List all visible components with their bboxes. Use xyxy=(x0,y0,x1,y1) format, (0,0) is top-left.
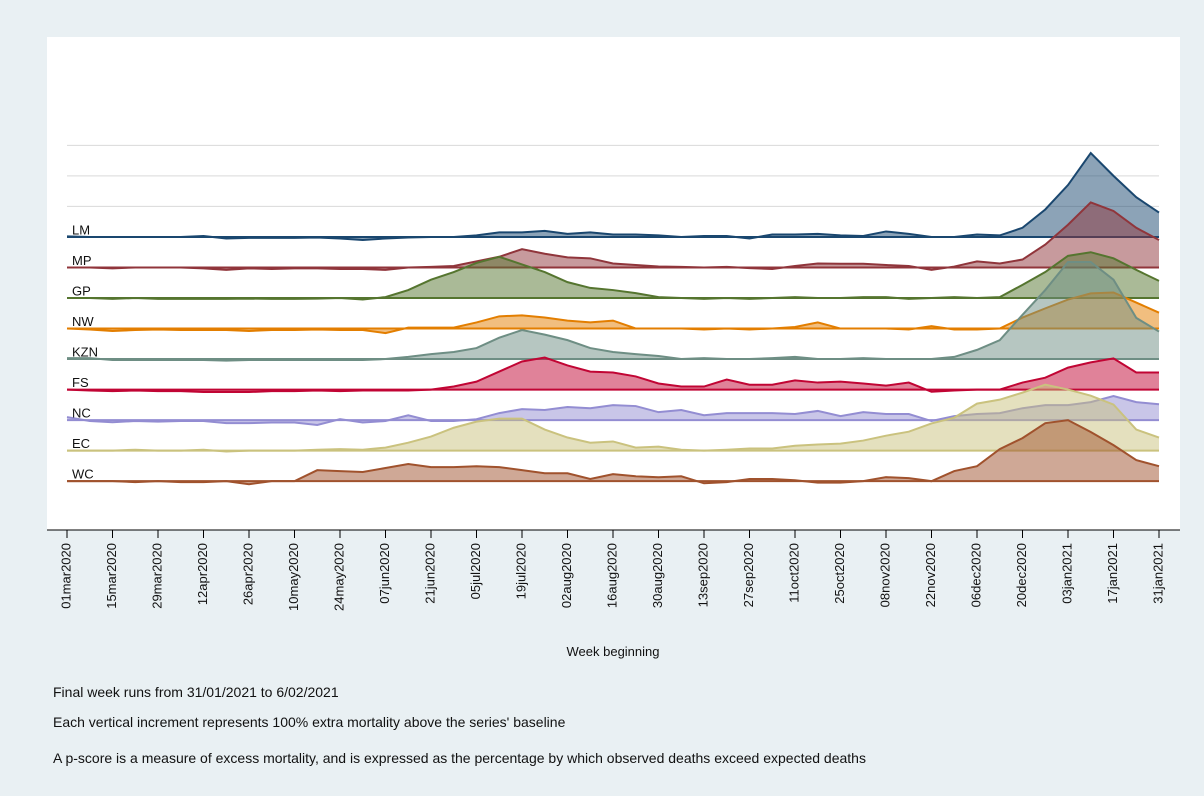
x-tick-label: 08nov2020 xyxy=(877,543,892,607)
series-label: EC xyxy=(72,436,90,451)
ridge-area xyxy=(67,153,1159,240)
x-tick-label: 12apr2020 xyxy=(195,543,210,605)
x-tick-label: 21jun2020 xyxy=(422,543,437,604)
ridge-area xyxy=(67,395,1159,425)
x-tick-label: 02aug2020 xyxy=(559,543,574,608)
ridge-area xyxy=(67,202,1159,270)
series-label: NC xyxy=(72,406,91,421)
ridge-area xyxy=(67,357,1159,393)
series-label: MP xyxy=(72,253,92,268)
x-tick-label: 19jul2020 xyxy=(513,543,528,599)
x-tick-label: 01mar2020 xyxy=(58,543,73,609)
x-axis-title: Week beginning xyxy=(567,644,660,659)
x-tick-label: 15mar2020 xyxy=(104,543,119,609)
x-tick-label: 13sep2020 xyxy=(695,543,710,607)
x-tick-label: 22nov2020 xyxy=(923,543,938,607)
ridge-area xyxy=(67,420,1159,485)
x-tick-label: 20dec2020 xyxy=(1014,543,1029,607)
note: A p-score is a measure of excess mortali… xyxy=(53,750,866,766)
series-label: NW xyxy=(72,314,94,329)
series-label: LM xyxy=(72,222,90,237)
x-tick-label: 24may2020 xyxy=(331,543,346,611)
x-tick-label: 11oct2020 xyxy=(786,543,801,603)
x-tick-label: 25oct2020 xyxy=(832,543,847,604)
series-label: FS xyxy=(72,375,89,390)
note: Final week runs from 31/01/2021 to 6/02/… xyxy=(53,684,339,700)
ridge-area xyxy=(67,261,1159,361)
x-tick-label: 10may2020 xyxy=(286,543,301,611)
x-tick-label: 03jan2021 xyxy=(1059,543,1074,604)
x-tick-label: 16aug2020 xyxy=(604,543,619,608)
x-tick-label: 27sep2020 xyxy=(741,543,756,607)
ridge-line xyxy=(67,419,1160,486)
series-label: WC xyxy=(72,467,94,482)
x-tick-label: 29mar2020 xyxy=(149,543,164,609)
x-tick-label: 05jul2020 xyxy=(468,543,483,599)
note: Each vertical increment represents 100% … xyxy=(53,714,566,730)
series-label: KZN xyxy=(72,344,98,359)
x-tick-label: 26apr2020 xyxy=(240,543,255,605)
x-tick-label: 06dec2020 xyxy=(968,543,983,607)
x-tick-label: 31jan2021 xyxy=(1150,543,1165,604)
x-tick-label: 30aug2020 xyxy=(650,543,665,608)
x-tick-label: 17jan2021 xyxy=(1105,543,1120,604)
x-tick-label: 07jun2020 xyxy=(377,543,392,604)
series-label: GP xyxy=(72,283,91,298)
